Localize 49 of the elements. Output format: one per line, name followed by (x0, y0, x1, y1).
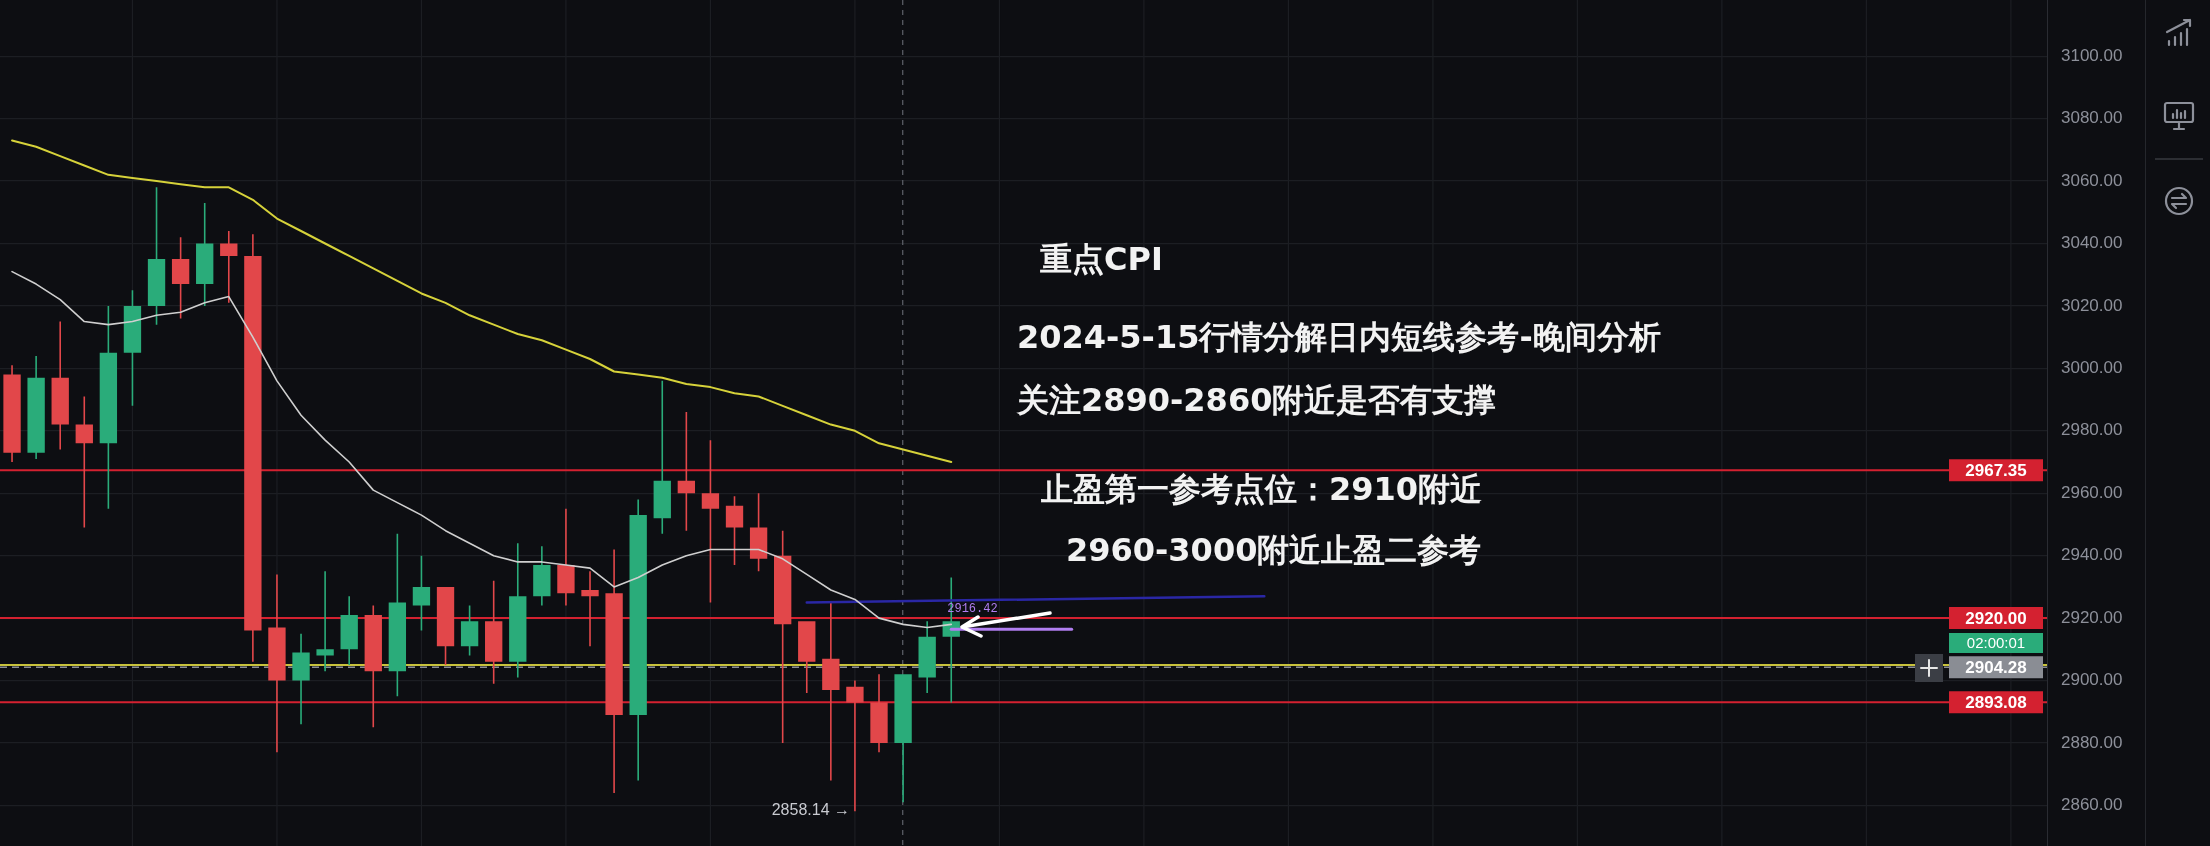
candlestick (27, 355, 45, 459)
annotation: 关注2890-2860附近是否有支撑 (1016, 381, 1497, 420)
candlestick (870, 674, 888, 753)
y-tick-label: 2860.00 (2061, 795, 2123, 815)
candlestick (846, 680, 864, 812)
y-tick-label: 2960.00 (2061, 482, 2123, 502)
ref-line-label: 2920.00 (1965, 608, 2027, 628)
candlestick (629, 499, 647, 781)
annotation: 止盈第一参考点位：2910附近 (1040, 470, 1483, 509)
candlestick (244, 234, 262, 662)
candlestick (918, 621, 936, 694)
candlestick (292, 633, 310, 725)
candlestick (51, 321, 69, 450)
candlestick (196, 202, 214, 306)
y-tick-label: 2880.00 (2061, 732, 2123, 752)
candlestick (653, 380, 671, 534)
annotation: 重点CPI (1040, 240, 1163, 279)
ref-line-label: 2893.08 (1965, 692, 2027, 712)
ref-line-label: 2967.35 (1965, 460, 2027, 480)
candlestick (3, 365, 21, 463)
candlestick (894, 674, 912, 803)
candlestick (533, 546, 551, 606)
ref-line-label: 2904.28 (1965, 657, 2027, 677)
candlestick (220, 231, 238, 303)
y-tick-label: 2980.00 (2061, 420, 2123, 440)
candlestick (581, 571, 599, 647)
candlestick (605, 549, 623, 793)
candlestick (364, 605, 382, 728)
y-tick-label: 2920.00 (2061, 607, 2123, 627)
annotation: 2858.14 → (771, 801, 850, 819)
annotation: 2024-5-15行情分解日内短线参考-晚间分析 (1017, 318, 1661, 357)
candlestick (798, 621, 816, 694)
y-tick-label: 3080.00 (2061, 108, 2123, 128)
y-tick-label: 3020.00 (2061, 295, 2123, 315)
candlestick (340, 596, 358, 665)
y-tick-label: 2940.00 (2061, 545, 2123, 565)
candlestick (822, 602, 840, 781)
annotation: 2960-3000附近止盈二参考 (1066, 531, 1482, 570)
annotation: 02:00:01 (1966, 634, 2026, 652)
y-tick-label: 3040.00 (2061, 233, 2123, 253)
candlestick (75, 396, 93, 528)
candlestick (509, 543, 527, 678)
y-tick-label: 3000.00 (2061, 358, 2123, 378)
candlestick (557, 508, 575, 606)
y-tick-label: 3100.00 (2061, 45, 2123, 65)
candlestick (316, 571, 334, 672)
y-tick-label: 2900.00 (2061, 670, 2123, 690)
candlestick (268, 574, 286, 753)
y-tick-label: 3060.00 (2061, 170, 2123, 190)
